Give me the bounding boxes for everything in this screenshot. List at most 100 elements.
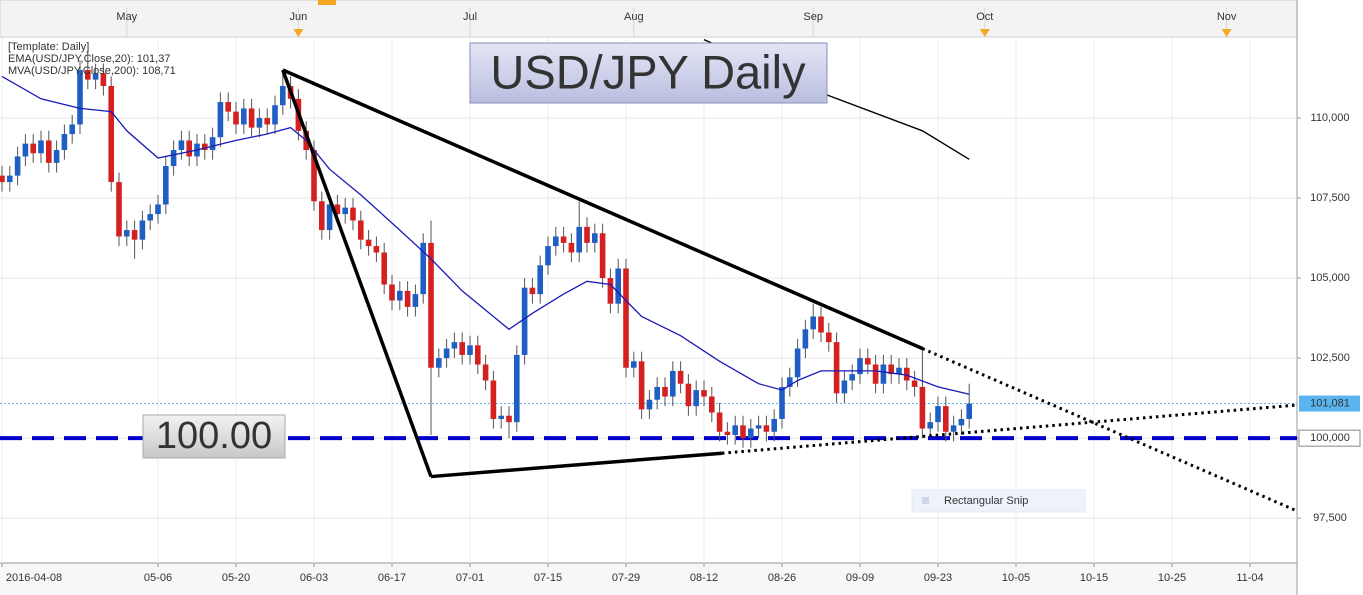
candle-body [311,150,317,202]
candle-body [436,358,442,368]
candle-body [482,364,489,381]
candle-body [810,316,816,330]
candle-body [459,342,465,355]
candle-body [202,143,208,151]
last-price-box [1299,395,1360,412]
candle-body [927,422,933,429]
candle-body [826,332,832,343]
candle-body [186,140,192,157]
x2-tick-label: May [116,11,137,23]
y-tick-label: 110,000 [1311,112,1350,124]
x-tick-label: 07-15 [534,572,562,584]
candle-body [779,386,785,419]
candle-body [529,287,536,295]
candle-body [61,134,68,151]
candle-body [521,287,528,355]
candle-body [92,73,99,80]
candle-body [490,380,497,419]
y-tick-label: 107,500 [1310,192,1350,204]
plot-area [0,38,1297,563]
candle-body [833,342,840,394]
candle-body [732,425,738,435]
candle-body [755,425,762,429]
candle-body [724,431,731,435]
candle-body [701,390,707,397]
event-marker [979,29,990,37]
candle-body [545,246,551,266]
candle-body [631,361,637,368]
candle-body [209,137,216,151]
candle-body [342,207,348,215]
event-marker [293,29,304,37]
candle-body [599,233,606,279]
candle-body [849,374,855,381]
candle-body [30,143,36,154]
candle-body [334,204,341,215]
candle-body [670,370,676,397]
x-tick-label: 10-05 [1002,572,1030,584]
candle-body [420,242,426,295]
candle-body [904,367,910,381]
candle-body [857,358,863,375]
x-tick-label: 05-06 [144,572,172,584]
candle-body [381,252,387,285]
candle-body [170,150,177,167]
x-tick-label: 08-12 [690,572,718,584]
candle-body [389,284,395,301]
y-tick-label: 97,500 [1313,512,1347,524]
candle-body [646,399,653,410]
candle-body [124,230,130,237]
candle-body [225,102,231,112]
candle-body [451,342,458,349]
event-marker [1221,29,1232,37]
candle-body [217,102,224,138]
candle-body [404,290,411,307]
candle-body [14,156,21,176]
x-tick-label: 09-09 [846,572,874,584]
chart-title: USD/JPY Daily [490,45,806,98]
candle-body [443,348,450,359]
candle-body [638,361,645,410]
candle-body [131,230,138,240]
candle-body [958,418,965,426]
x-tick-label: 07-29 [612,572,640,584]
candle-body [592,233,598,243]
x-tick-label: 10-25 [1158,572,1186,584]
candle-body [467,345,473,355]
candle-body [412,294,419,307]
candle-body [623,268,629,368]
x2-tick-label: Jul [463,11,477,23]
candle-body [22,143,29,157]
last-price-label: 101,081 [1310,397,1350,409]
snip-box [911,489,1086,513]
title-box [469,42,828,104]
x2-tick-label: Oct [976,11,993,23]
x2-tick-label: Nov [1217,11,1237,23]
trendline [430,451,723,479]
candle-body [178,140,185,151]
candle-body [802,329,809,349]
candle-body [38,140,44,154]
candle-body [568,242,575,253]
candle-body [53,150,60,163]
candle-body [607,278,614,304]
candle-body [326,204,333,231]
candle-body [256,118,263,128]
candle-body [919,386,926,429]
level-price-box [1298,429,1361,447]
candle-body [264,118,270,125]
x-tick-label: 09-23 [924,572,952,584]
candle-body [888,364,894,375]
candle-body [163,166,169,205]
candle-body [7,175,13,183]
candle-body [475,345,481,365]
x2-tick-label: Jun [290,11,308,23]
x-tick-label: 07-01 [456,572,484,584]
candle-body [576,226,582,253]
indicator-legend: EMA(USD/JPY,Close,20): 101,37 [8,53,170,65]
candle-body [155,204,161,215]
candle-body [584,226,590,243]
bottom-axis-strip [0,563,1297,595]
x-tick-label: 10-15 [1080,572,1108,584]
candle-body [147,214,153,221]
